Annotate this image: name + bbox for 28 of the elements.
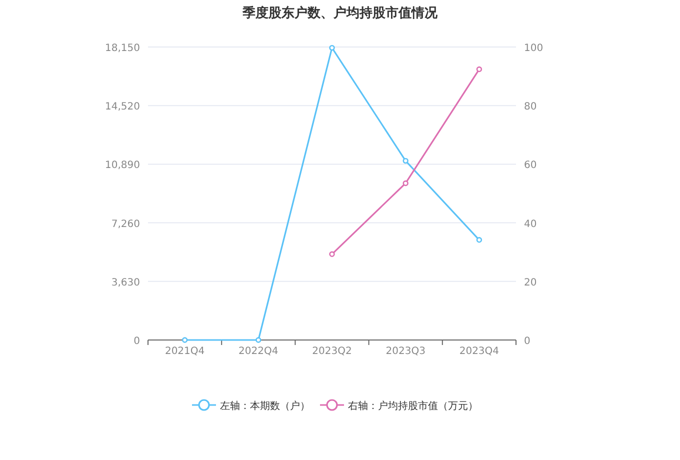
y2-tick-label: 80 bbox=[524, 102, 537, 113]
point bbox=[402, 180, 408, 186]
y-tick-label: 0 bbox=[134, 336, 140, 347]
x-tick-label: 2023Q3 bbox=[386, 346, 426, 357]
y2-tick-label: 100 bbox=[524, 43, 544, 54]
y-tick-label: 18,150 bbox=[105, 43, 140, 54]
point bbox=[329, 44, 335, 51]
point bbox=[182, 337, 188, 343]
x-tick-label: 2023Q2 bbox=[312, 346, 352, 357]
point bbox=[329, 251, 335, 257]
legend-label: 左轴：本期数（户） bbox=[220, 400, 310, 412]
x-tick-label: 2022Q4 bbox=[238, 346, 278, 357]
y-tick-label: 14,520 bbox=[105, 102, 140, 113]
y-tick-label: 3,630 bbox=[111, 277, 140, 288]
y-tick-label: 10,890 bbox=[105, 160, 140, 172]
legend-label: 右轴：户均持股市值（万元） bbox=[348, 400, 478, 412]
point bbox=[476, 66, 482, 72]
y2-tick-label: 40 bbox=[524, 218, 537, 230]
chart-title: 季度股东户数、户均持股市值情况 bbox=[242, 5, 438, 21]
point bbox=[256, 337, 262, 343]
y2-tick-label: 0 bbox=[524, 336, 530, 347]
y-tick-label: 7,260 bbox=[111, 218, 140, 230]
point bbox=[402, 158, 408, 164]
y2-tick-label: 20 bbox=[524, 277, 537, 288]
x-tick-label: 2023Q4 bbox=[459, 346, 500, 357]
y2-tick-label: 60 bbox=[524, 160, 537, 172]
x-tick-label: 2021Q4 bbox=[164, 346, 205, 357]
point bbox=[476, 237, 482, 243]
